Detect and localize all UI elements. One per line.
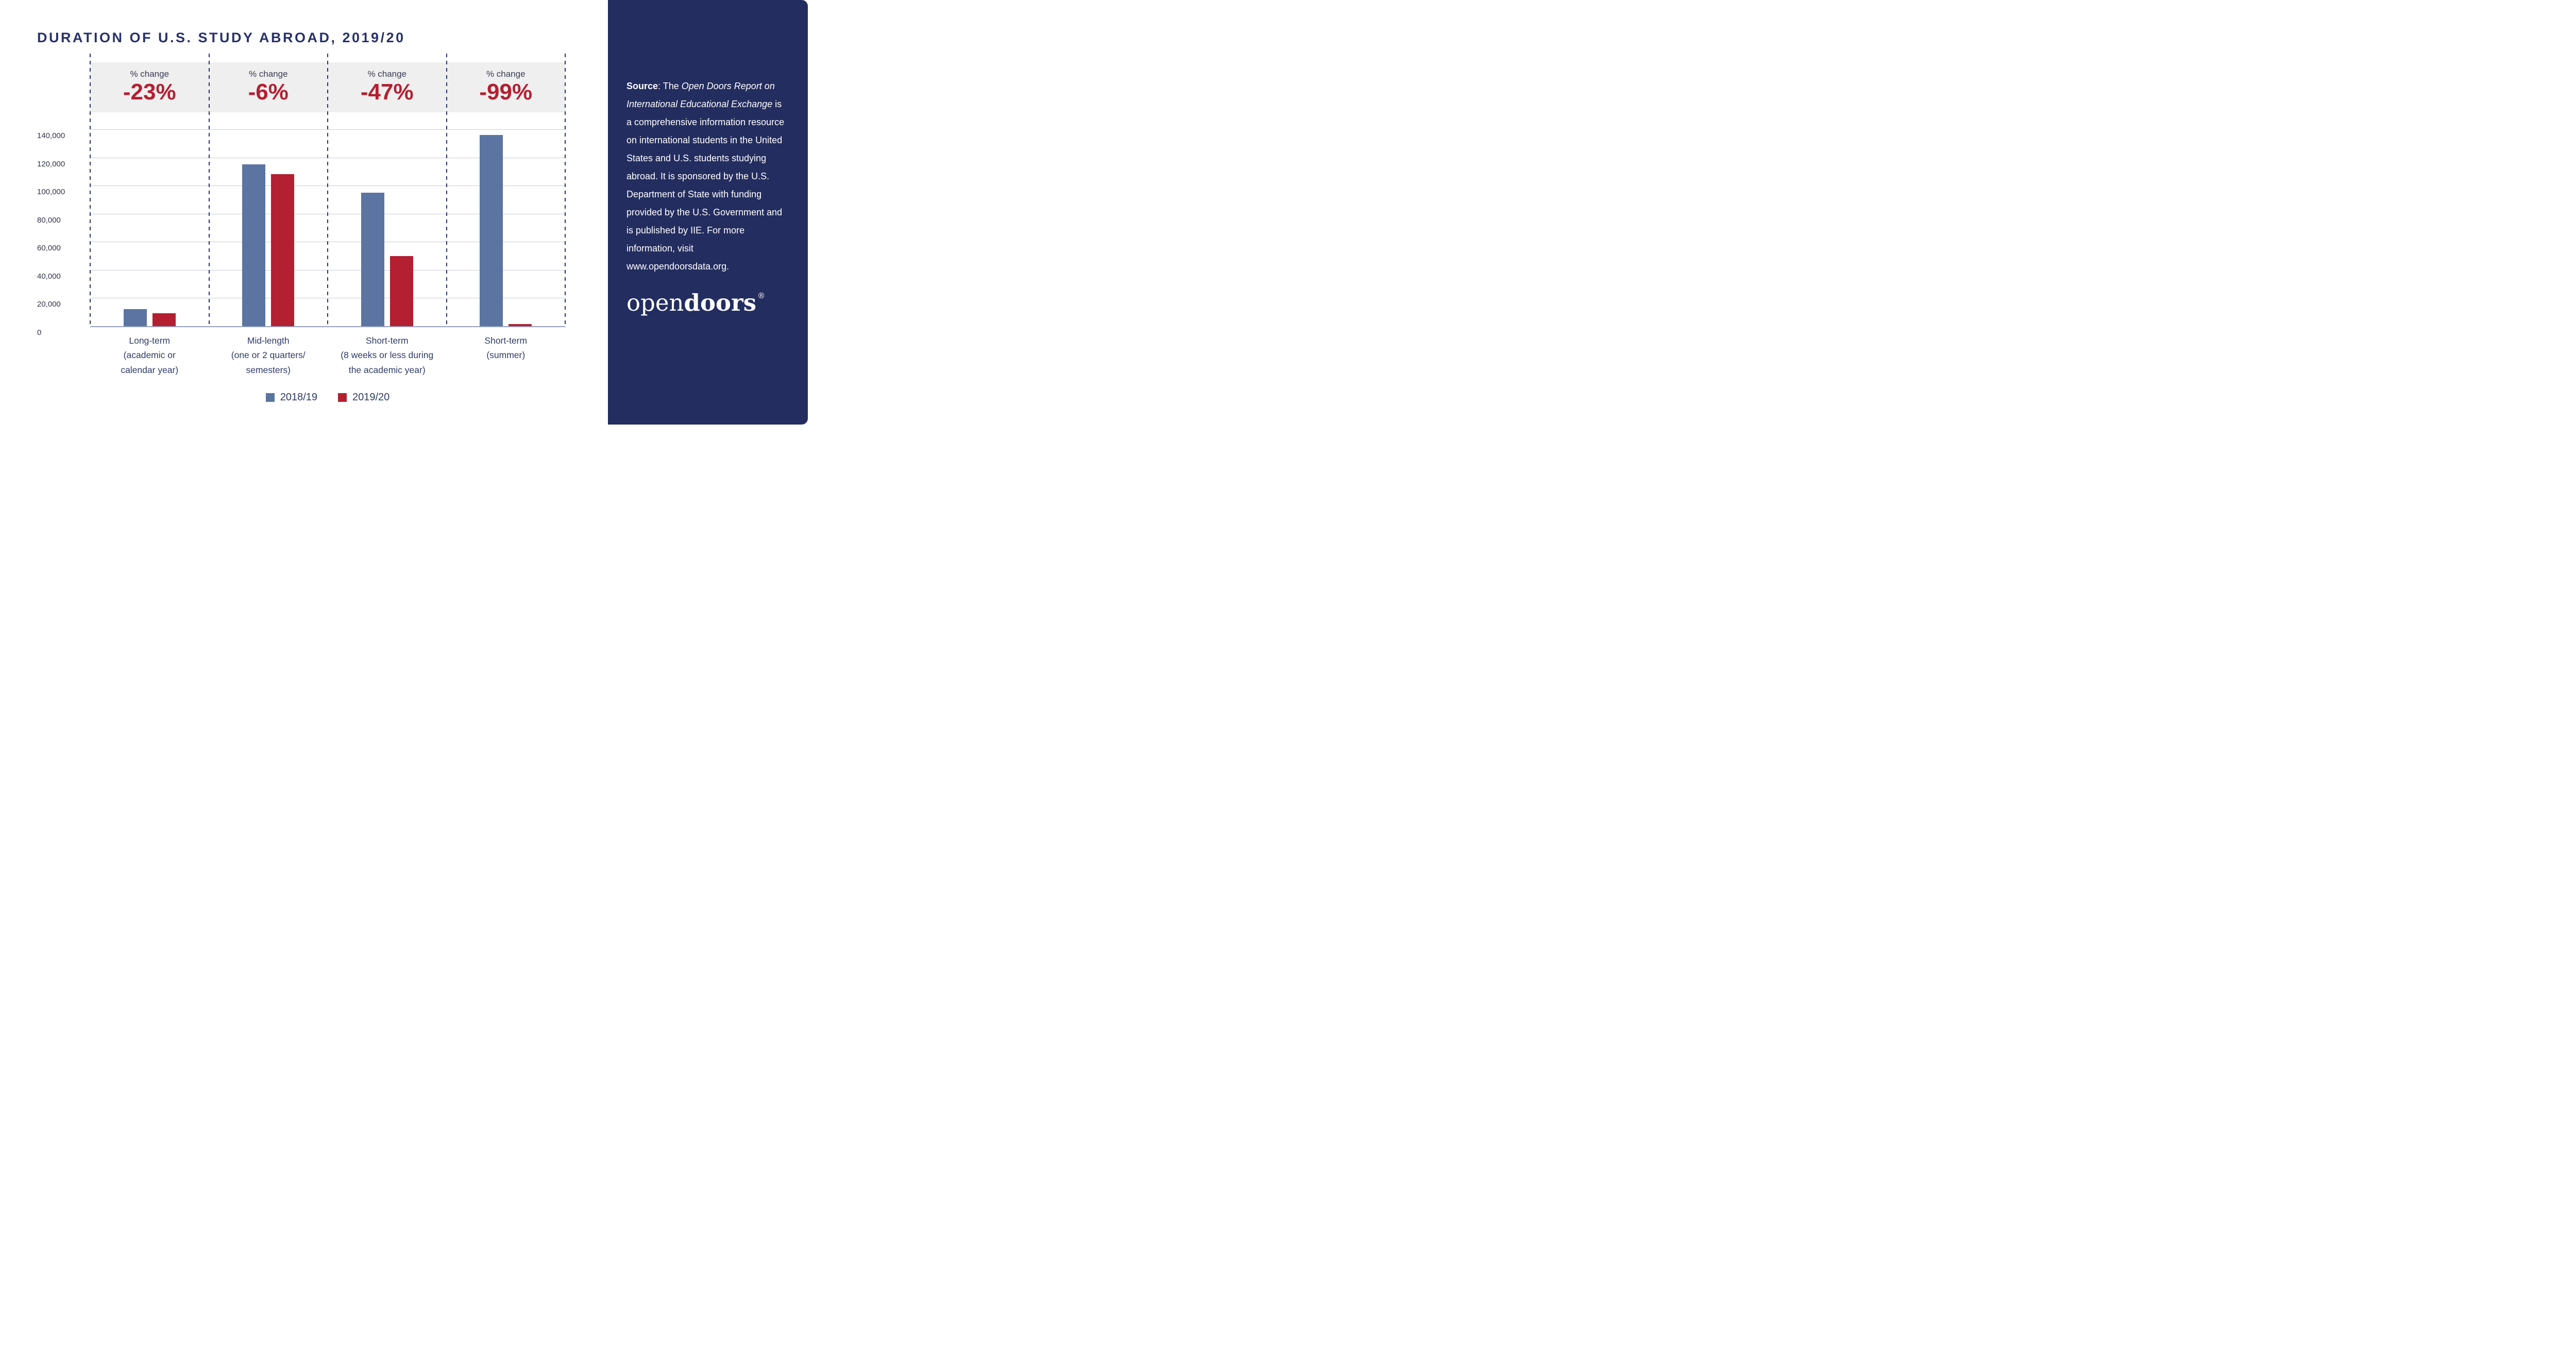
- source-body-text: is a comprehensive information resource …: [626, 99, 785, 272]
- source-after-label: : The: [658, 81, 682, 91]
- category-label-line: (summer): [486, 350, 526, 361]
- source-label: Source: [626, 81, 658, 91]
- y-axis-label: 140,000: [37, 131, 65, 140]
- bar-2018-19: [123, 309, 147, 326]
- y-axis-label: 0: [37, 328, 42, 337]
- category-label-line: Long-term: [129, 335, 171, 346]
- category-label-line: Mid-length: [247, 335, 290, 346]
- registered-trademark-icon: ®: [757, 291, 766, 300]
- opendoors-logo: opendoors ®: [626, 291, 789, 314]
- bar-2018-19: [361, 192, 384, 326]
- bar-groups: [90, 129, 565, 326]
- logo-open-text: open: [626, 289, 684, 316]
- pct-change-caption: % change: [486, 69, 526, 79]
- bar-2018-19: [242, 164, 266, 326]
- plot: 0 20,000 40,000 60,000 80,000 100,000 120,000 1…: [37, 54, 566, 337]
- y-axis-label: 80,000: [37, 215, 61, 225]
- y-axis-label: 60,000: [37, 244, 61, 253]
- y-axis-label: 100,000: [37, 188, 65, 197]
- bar-2018-19: [480, 134, 503, 326]
- category-label-line: calendar year): [121, 364, 179, 375]
- open-doors-infographic: DURATION OF U.S. STUDY ABROAD, 2019/20 %…: [0, 0, 808, 425]
- pct-change-cell: % change -23%: [90, 62, 209, 112]
- legend-swatch: [338, 393, 347, 402]
- y-axis-label: 40,000: [37, 272, 61, 281]
- chart-section: DURATION OF U.S. STUDY ABROAD, 2019/20 %…: [0, 0, 608, 425]
- pct-change-value: -99%: [479, 79, 533, 105]
- bar-2019-20: [509, 324, 532, 326]
- bar-2019-20: [389, 256, 413, 326]
- legend-label: 2018/19: [280, 392, 317, 403]
- pct-change-value: -23%: [123, 79, 176, 105]
- category-label-line: (8 weeks or less during: [341, 350, 434, 361]
- pct-change-caption: % change: [130, 69, 170, 79]
- bar-group: [328, 129, 447, 326]
- pct-change-caption: % change: [367, 69, 407, 79]
- category-label-line: (one or 2 quarters/: [231, 350, 306, 361]
- category-label: Short-term (8 weeks or less during the aca…: [328, 333, 447, 377]
- legend-label: 2019/20: [352, 392, 390, 403]
- y-axis-label: 120,000: [37, 159, 65, 168]
- chart-title: DURATION OF U.S. STUDY ABROAD, 2019/20: [37, 30, 405, 45]
- category-label-line: Short-term: [365, 335, 409, 346]
- logo-doors-text: doors: [684, 289, 757, 316]
- legend-item: 2019/20: [338, 392, 389, 403]
- category-label-line: semesters): [246, 364, 291, 375]
- legend: 2018/19 2019/20: [90, 392, 565, 403]
- pct-change-cell: % change -99%: [447, 62, 566, 112]
- pct-change-cell: % change -6%: [209, 62, 328, 112]
- sidebar: Source: The Open Doors Report on Interna…: [608, 0, 808, 425]
- source-report-title: Open Doors Report on International Educa…: [626, 81, 775, 109]
- category-label-line: the academic year): [348, 364, 426, 375]
- pct-change-value: -47%: [360, 79, 414, 105]
- gridline: [90, 326, 565, 327]
- pct-change-caption: % change: [248, 69, 288, 79]
- source-paragraph: Source: The Open Doors Report on Interna…: [626, 77, 789, 276]
- category-label: Short-term (summer): [447, 333, 566, 377]
- bar-group: [447, 129, 566, 326]
- x-axis-labels: Long-term (academic or calendar year) Mid-l…: [90, 333, 565, 377]
- y-axis-label: 20,000: [37, 300, 61, 309]
- pct-change-band: % change -23%% change -6%% change -47%% cha…: [90, 62, 565, 112]
- pct-change-value: -6%: [248, 79, 289, 105]
- category-label: Long-term (academic or calendar year): [90, 333, 209, 377]
- category-label-line: (academic or: [123, 350, 176, 361]
- pct-change-cell: % change -47%: [328, 62, 447, 112]
- legend-item: 2018/19: [265, 392, 317, 403]
- bar-2019-20: [271, 174, 295, 326]
- chart-body: % change -23%% change -6%% change -47%% cha…: [37, 54, 566, 403]
- category-label-line: Short-term: [484, 335, 528, 346]
- bar-group: [209, 129, 328, 326]
- category-label: Mid-length (one or 2 quarters/semesters): [209, 333, 328, 377]
- bar-group: [90, 129, 209, 326]
- legend-swatch: [265, 393, 275, 402]
- bar-2019-20: [152, 313, 176, 326]
